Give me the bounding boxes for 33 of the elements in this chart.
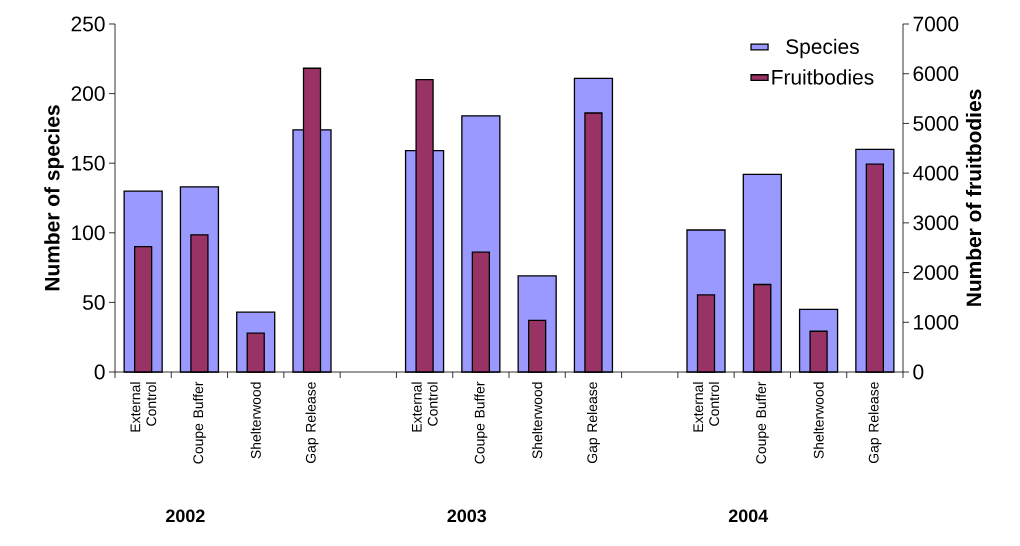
y-tick-label: 100: [72, 225, 105, 241]
y-tick-label: 250: [71, 16, 105, 32]
y-tick-label: 200: [71, 86, 105, 101]
y-axis-title: Number of species: [44, 105, 64, 291]
y2-tick-label: 6000: [913, 66, 959, 82]
x-tick-label: Coupe Buffer: [192, 381, 206, 464]
x-tick-label: Coupe Buffer: [474, 381, 488, 464]
y2-tick-label: 3000: [913, 215, 959, 231]
x-tick-label: External Control: [411, 382, 438, 432]
x-tick-label: Gap Release: [305, 382, 319, 463]
y2-tick-label: 7000: [913, 16, 959, 32]
text: 2004: [728, 509, 769, 523]
legend-label: Fruitbodies: [772, 69, 874, 85]
x-tick-label: Gap Release: [586, 382, 600, 463]
y2-tick-label: 2000: [913, 265, 959, 280]
y2-tick-label: 5000: [913, 116, 959, 131]
y2-axis-title: Number of fruitbodies: [965, 89, 982, 306]
x-tick-label: External Control: [130, 382, 157, 432]
legend-label: Species: [786, 38, 859, 59]
x-tick-label: External Control: [692, 382, 720, 432]
y-tick-label: 150: [72, 155, 105, 171]
x-tick-label: Shelterwood: [250, 382, 261, 459]
y-tick-label: 0: [94, 364, 105, 380]
x-tick-label: Coupe Buffer: [755, 381, 769, 464]
y-tick-label: 50: [83, 294, 105, 310]
x-tick-label: Shelterwood: [532, 382, 543, 459]
x-tick-label: Gap Release: [868, 382, 882, 463]
y2-tick-label: 0: [913, 364, 924, 380]
x-tick-label: Shelterwood: [813, 382, 824, 459]
text: 2003: [447, 509, 487, 523]
y2-tick-label: 1000: [914, 314, 959, 330]
y2-tick-label: 4000: [913, 165, 959, 181]
text: 2002: [166, 509, 205, 523]
